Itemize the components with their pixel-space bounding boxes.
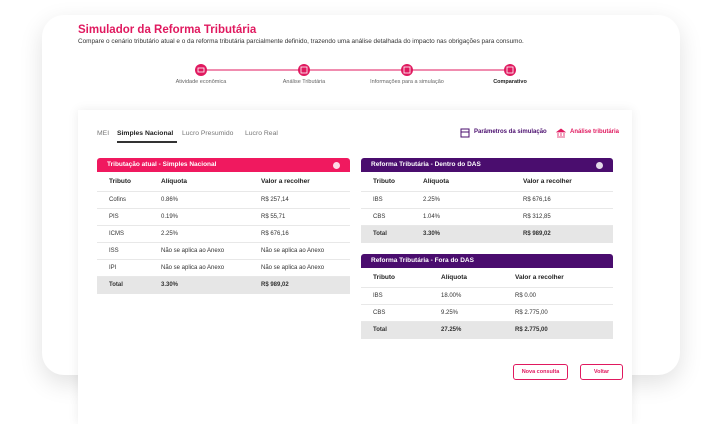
tab[interactable]: Lucro Real <box>245 130 278 137</box>
tab-underline <box>117 141 177 143</box>
cell: 27.25% <box>441 327 462 333</box>
cell: R$ 0.00 <box>515 293 537 299</box>
cell: R$ 55,71 <box>261 214 286 220</box>
cell: R$ 2.775,00 <box>515 327 548 333</box>
cell: Não se aplica ao Anexo <box>261 265 325 271</box>
params-link[interactable]: Parâmetros da simulação <box>474 129 547 135</box>
cell: R$ 989,02 <box>261 282 289 288</box>
cell: IBS <box>373 197 383 203</box>
cell: R$ 257,14 <box>261 197 289 203</box>
table-title: Reforma Tributária - Dentro do DAS <box>361 158 613 172</box>
cell: R$ 2.775,00 <box>515 310 548 316</box>
cell: 1.04% <box>423 214 441 220</box>
column-header: Valor a recolher <box>523 178 572 185</box>
cell: IBS <box>373 293 383 299</box>
total-row: Total 27.25% R$ 2.775,00 <box>361 322 613 339</box>
cell: ISS <box>109 248 119 254</box>
column-header: Tributo <box>373 274 396 281</box>
tab[interactable]: MEI <box>97 130 110 137</box>
row: ISS Não se aplica ao Anexo Não se aplica a… <box>97 243 350 260</box>
total-row: Total 3.30% R$ 989,02 <box>361 226 613 243</box>
column-header: Alíquota <box>441 274 467 281</box>
cell: 3.30% <box>423 231 441 237</box>
step-label: Informações para a simulação <box>370 79 444 85</box>
cell: 2.25% <box>423 197 441 203</box>
cell: ICMS <box>109 231 124 237</box>
info-icon <box>333 161 340 169</box>
column-header: Alíquota <box>161 178 187 185</box>
tab[interactable]: Lucro Presumido <box>182 130 234 137</box>
cell: PIS <box>109 214 119 220</box>
cell: Total <box>373 327 387 333</box>
cell: Cofins <box>109 197 127 203</box>
cell: Não se aplica ao Anexo <box>161 265 225 271</box>
column-header: Valor a recolher <box>515 274 564 281</box>
cell: 0.19% <box>161 214 179 220</box>
cell: R$ 676,16 <box>523 197 551 203</box>
cell: R$ 676,16 <box>261 231 289 237</box>
row: Cofins 0.86% R$ 257,14 <box>97 192 350 209</box>
cell: 9.25% <box>441 310 459 316</box>
cell: Total <box>109 282 123 288</box>
step-label: Atividade econômica <box>175 79 227 85</box>
table-title: Reforma Tributária - Fora do DAS <box>361 254 613 268</box>
row: CBS 9.25% R$ 2.775,00 <box>361 305 613 322</box>
stepper <box>195 64 516 76</box>
table: Tributação atual - Simples Nacional Tribu… <box>97 158 350 294</box>
header-row: Tributo Alíquota Valor a recolher <box>361 172 613 192</box>
row: IPI Não se aplica ao Anexo Não se aplica a… <box>97 260 350 277</box>
header-row: Tributo Alíquota Valor a recolher <box>361 268 613 288</box>
step-label: Análise Tributária <box>282 79 326 85</box>
cell: CBS <box>373 214 386 220</box>
analysis-icon <box>556 128 566 138</box>
cell: R$ 312,85 <box>523 214 551 220</box>
cell: 18.00% <box>441 293 462 299</box>
step-label: Comparativo <box>493 79 527 85</box>
new-button[interactable]: Nova consulta <box>513 364 568 380</box>
cell: IPI <box>109 265 117 271</box>
cell: Não se aplica ao Anexo <box>261 248 325 254</box>
cell: Não se aplica ao Anexo <box>161 248 225 254</box>
cell: 2.25% <box>161 231 179 237</box>
tab[interactable]: Simples Nacional <box>117 130 174 137</box>
column-header: Valor a recolher <box>261 178 310 185</box>
cell: R$ 989,02 <box>523 231 551 237</box>
step-icons <box>197 66 514 74</box>
info-icon <box>596 161 603 169</box>
row: PIS 0.19% R$ 55,71 <box>97 209 350 226</box>
row: CBS 1.04% R$ 312,85 <box>361 209 613 226</box>
total-row: Total 3.30% R$ 989,02 <box>97 277 350 294</box>
cell: 0.86% <box>161 197 179 203</box>
cell: CBS <box>373 310 386 316</box>
column-header: Alíquota <box>423 178 449 185</box>
row: ICMS 2.25% R$ 676,16 <box>97 226 350 243</box>
cell: Total <box>373 231 387 237</box>
table: Reforma Tributária - Fora do DAS Tributo A… <box>361 254 613 339</box>
table-title: Tributação atual - Simples Nacional <box>97 158 350 172</box>
cell: 3.30% <box>161 282 179 288</box>
subtitle: Compare o cenário tributário atual e o d… <box>78 38 524 45</box>
title: Simulador da Reforma Tributária <box>78 24 257 36</box>
table: Reforma Tributária - Dentro do DAS Tribut… <box>361 158 613 243</box>
row: IBS 2.25% R$ 676,16 <box>361 192 613 209</box>
params-icon <box>460 128 470 138</box>
column-header: Tributo <box>109 178 132 185</box>
header-row: Tributo Alíquota Valor a recolher <box>97 172 350 192</box>
back-button[interactable]: Voltar <box>580 364 623 380</box>
column-header: Tributo <box>373 178 396 185</box>
analysis-link[interactable]: Análise tributária <box>570 129 620 135</box>
row: IBS 18.00% R$ 0.00 <box>361 288 613 305</box>
